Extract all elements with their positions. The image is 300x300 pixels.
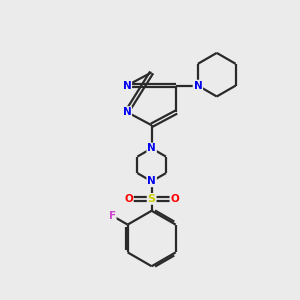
Text: S: S (148, 194, 156, 204)
Text: N: N (122, 107, 131, 117)
Text: N: N (122, 81, 131, 91)
Text: N: N (194, 81, 202, 91)
Text: F: F (109, 211, 116, 221)
Text: O: O (124, 194, 133, 204)
Text: O: O (170, 194, 179, 204)
Text: N: N (147, 143, 156, 153)
Text: N: N (147, 176, 156, 186)
